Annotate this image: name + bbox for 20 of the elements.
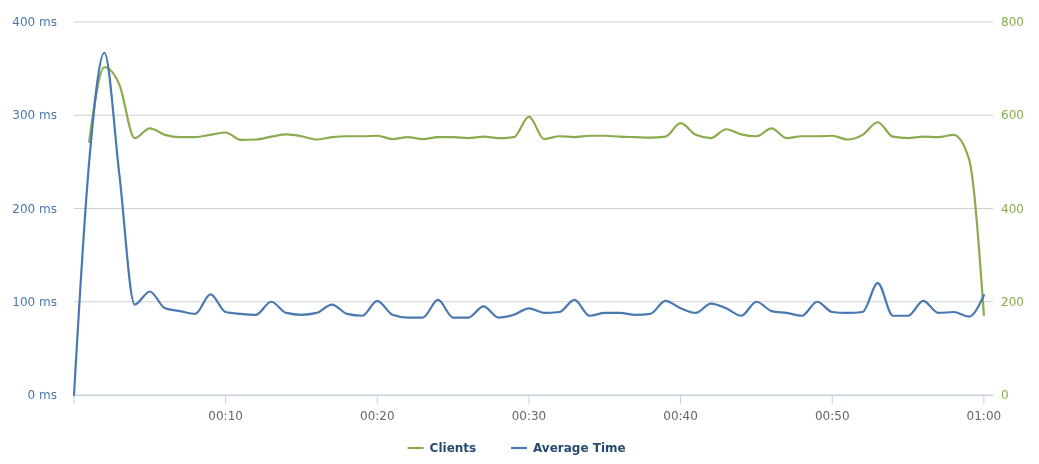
y-tick-label: 100 ms <box>12 294 57 309</box>
legend-label: Clients <box>429 441 477 455</box>
x-tick-label: 00:30 <box>511 409 547 423</box>
y2-tick-label: 200 <box>1001 294 1024 309</box>
y2-tick-label: 400 <box>1001 201 1024 216</box>
x-tick-label: 00:10 <box>208 409 243 423</box>
x-tick-label: 01:00 <box>966 409 1002 423</box>
y-tick-label: 0 ms <box>27 388 57 402</box>
x-tick-label: 00:20 <box>360 409 395 423</box>
y-tick-label: 300 ms <box>12 108 57 123</box>
y-tick-label: 400 ms <box>12 15 57 29</box>
x-tick-label: 00:40 <box>663 409 698 423</box>
line-series <box>72 51 985 397</box>
y-tick-label: 200 ms <box>12 201 57 216</box>
y2-tick-label: 800 <box>1001 15 1024 29</box>
legend-label: Average Time <box>533 441 626 455</box>
y2-tick-label: 0 <box>1001 388 1009 402</box>
y2-tick-label: 600 <box>1001 108 1024 123</box>
line-series <box>88 66 985 316</box>
x-tick-label: 00:50 <box>814 409 850 423</box>
